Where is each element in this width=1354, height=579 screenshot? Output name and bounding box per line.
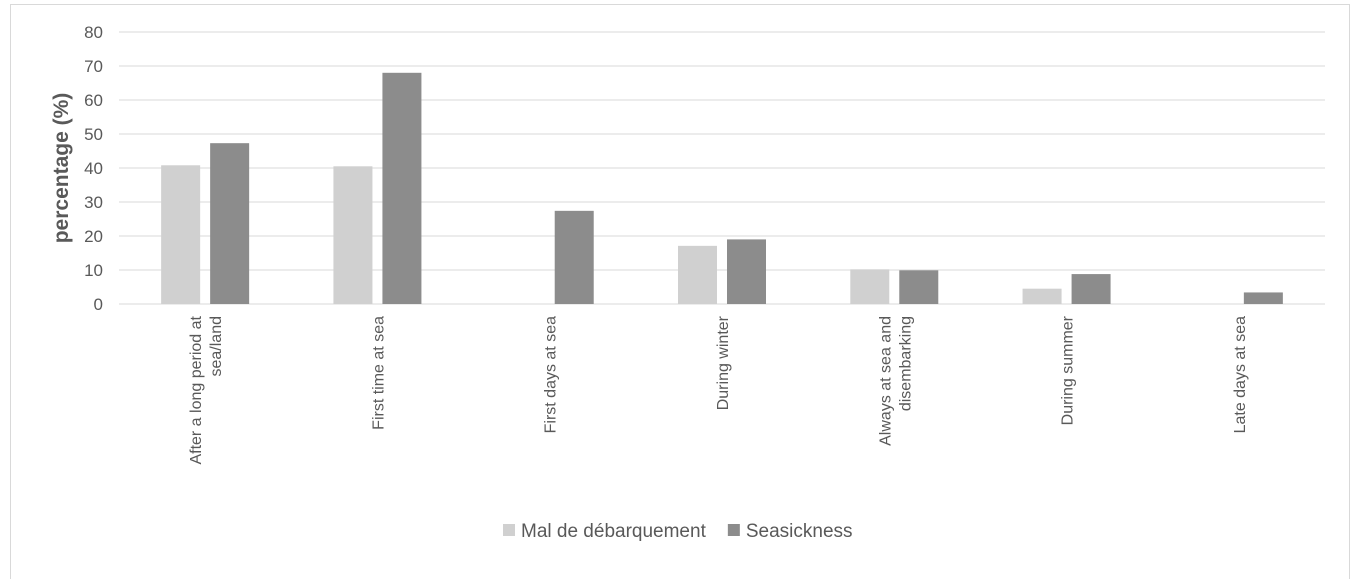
y-tick-label: 0 [94, 295, 103, 314]
bar-seasickness [899, 270, 939, 304]
category-label: During winter [715, 315, 732, 410]
bar-seasickness [1243, 292, 1283, 304]
y-tick-label: 70 [84, 57, 103, 76]
y-axis-ticks: 0 10 20 30 40 50 60 70 80 [84, 23, 103, 314]
y-tick-label: 80 [84, 23, 103, 42]
legend-swatch [727, 524, 740, 536]
category-label: First days at sea [543, 316, 560, 433]
y-tick-label: 20 [84, 227, 103, 246]
category-label: First time at sea [370, 316, 387, 430]
y-tick-label: 50 [84, 125, 103, 144]
y-tick-label: 30 [84, 193, 103, 212]
y-tick-label: 40 [84, 159, 103, 178]
legend: Mal de débarquement Seasickness [503, 521, 853, 542]
bar-seasickness [554, 210, 594, 304]
category-label: Always at sea and disembarking [877, 316, 914, 446]
y-tick-label: 60 [84, 91, 103, 110]
bar-mal-de-debarquement [678, 245, 717, 304]
bar-mal-de-debarquement [850, 269, 890, 304]
bar-mal-de-debarquement [1022, 288, 1062, 304]
bar-seasickness [727, 239, 766, 304]
y-tick-label: 10 [84, 261, 103, 280]
category-labels: After a long period at sea/land First time… [188, 315, 1249, 464]
category-label: Late days at sea [1232, 316, 1249, 434]
bars [161, 72, 1283, 304]
category-label: During summer [1060, 315, 1077, 425]
y-axis-title: percentage (%) [50, 93, 73, 244]
gridlines [119, 31, 1325, 305]
bar-seasickness [382, 72, 422, 304]
legend-swatch [503, 524, 515, 536]
bar-mal-de-debarquement [333, 166, 373, 304]
legend-label: Seasickness [746, 521, 853, 542]
bar-seasickness [210, 143, 250, 304]
bar-mal-de-debarquement [161, 165, 201, 304]
bar-seasickness [1071, 274, 1111, 304]
category-label: After a long period at sea/land [188, 315, 225, 464]
legend-label: Mal de débarquement [521, 521, 707, 542]
chart-frame [10, 4, 1350, 579]
